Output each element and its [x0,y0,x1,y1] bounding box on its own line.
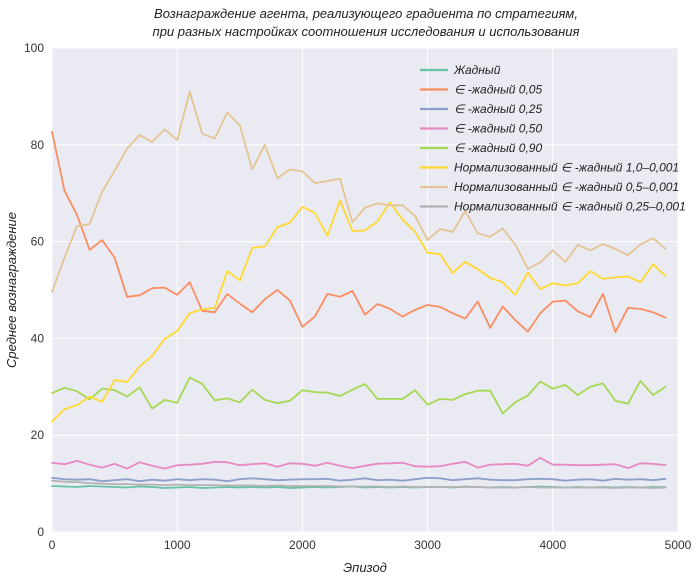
x-tick-label: 2000 [289,538,316,552]
y-tick-label: 60 [31,235,45,249]
x-tick-label: 5000 [665,538,692,552]
x-tick-label: 3000 [414,538,441,552]
legend: Жадный ∈ -жадный 0,05 ∈ -жадный 0,25 ∈ -жад… [420,63,686,214]
plot-area [52,48,678,532]
series-line-2 [51,130,667,334]
chart-title-line-2: при разных настройках соотношения исслед… [153,24,580,39]
y-tick-label: 80 [31,138,45,152]
y-axis-label: Среднее вознаграждение [4,212,19,368]
x-axis-label: Эпизод [343,560,387,575]
legend-entry-4: ∈ -жадный 0,50 [454,122,542,136]
series-line-3 [51,476,667,483]
x-tick-label: 0 [49,538,56,552]
series-line-4 [51,456,667,470]
series-line-6 [51,199,667,423]
legend-entry-7: Нормализованный ∈ -жадный 0,5–0,001 [454,180,679,194]
y-tick-label: 0 [37,525,44,539]
legend-entry-6: Нормализованный ∈ -жадный 1,0–0,001 [454,161,679,175]
chart-title-line-1: Вознаграждение агента, реализующего град… [154,6,578,21]
gridlines [51,47,679,533]
series-line-7 [51,90,667,293]
series-line-5 [51,376,667,415]
legend-entry-5: ∈ -жадный 0,90 [454,141,542,155]
legend-entry-1: Жадный [453,63,501,77]
series-lines [51,90,667,489]
y-tick-label: 40 [31,331,45,345]
legend-entry-8: Нормализованный ∈ -жадный 0,25–0,001 [454,200,686,214]
x-tick-label: 1000 [164,538,191,552]
x-tick-label: 4000 [539,538,566,552]
y-tick-label: 20 [31,428,45,442]
y-tick-label: 100 [24,41,44,55]
chart-title: Вознаграждение агента, реализующего град… [153,6,580,39]
series-line-8 [51,479,667,489]
legend-entry-3: ∈ -жадный 0,25 [454,102,542,116]
legend-entry-2: ∈ -жадный 0,05 [454,83,542,97]
